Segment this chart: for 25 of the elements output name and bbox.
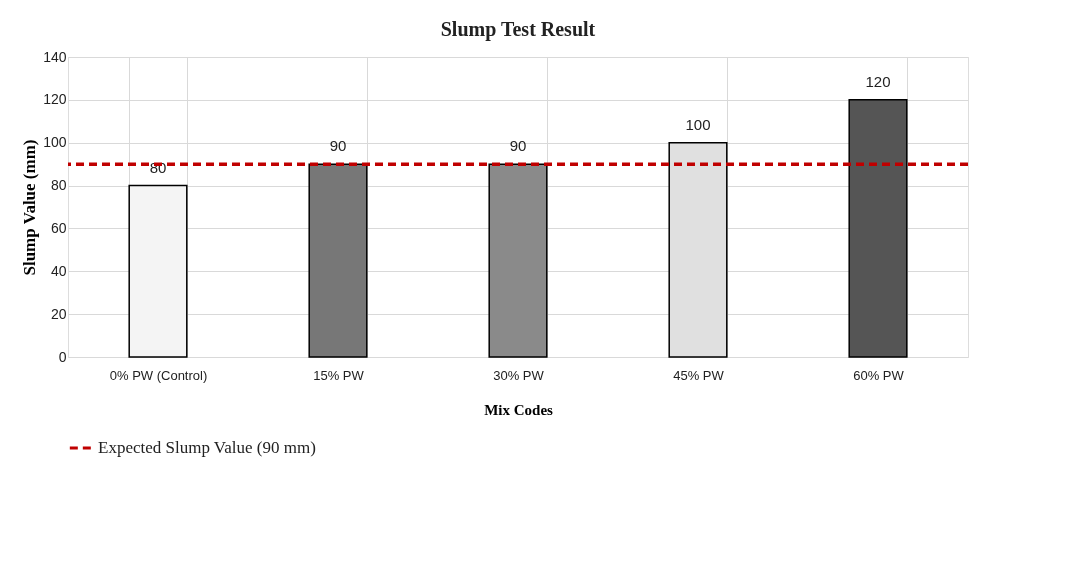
- data-label: 90: [509, 137, 527, 155]
- bar: [488, 163, 548, 358]
- y-tick-label: 140: [43, 48, 67, 65]
- y-tick-label: 80: [50, 177, 67, 194]
- y-axis-title: Slump Value (mm): [20, 139, 40, 276]
- bar: [308, 163, 368, 358]
- x-tick-label: 0% PW (Control): [109, 367, 208, 383]
- y-tick-label: 60: [50, 219, 67, 236]
- x-tick-label: 30% PW: [493, 367, 545, 383]
- y-tick-label: 0: [58, 348, 67, 365]
- y-tick-label: 100: [43, 134, 67, 151]
- bar: [848, 99, 908, 358]
- y-tick-label: 20: [50, 305, 67, 322]
- x-axis-title: Mix Codes: [484, 401, 554, 418]
- y-tick-label: 120: [43, 91, 67, 108]
- data-label: 120: [865, 72, 891, 90]
- y-tick-label: 40: [50, 262, 67, 279]
- bar: [128, 184, 188, 358]
- legend-label: Expected Slump Value (90 mm): [98, 438, 316, 457]
- chart-title: Slump Test Result: [440, 18, 596, 41]
- x-tick-label: 15% PW: [313, 367, 365, 383]
- data-label: 90: [329, 137, 347, 155]
- data-label: 100: [685, 115, 711, 133]
- x-tick-label: 60% PW: [853, 367, 905, 383]
- x-tick-label: 45% PW: [673, 367, 725, 383]
